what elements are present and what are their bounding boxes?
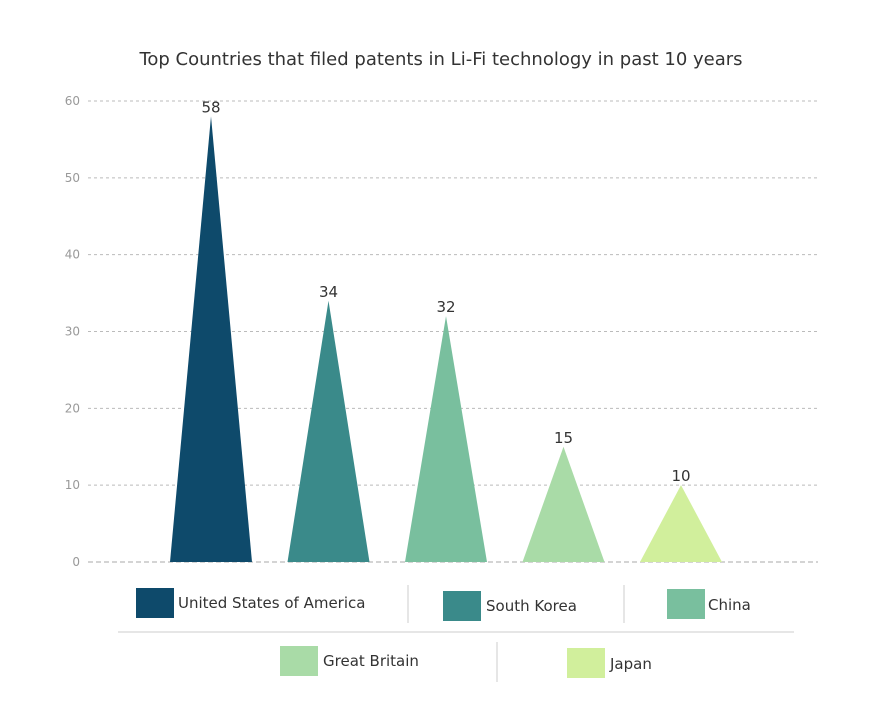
legend-item-south-korea: South Korea: [443, 591, 577, 621]
bar-japan: [640, 485, 722, 562]
legend-swatch: [443, 591, 481, 621]
y-tick-label: 50: [65, 171, 80, 185]
bar-united-states-of-america: [170, 116, 252, 562]
value-label: 15: [554, 429, 573, 447]
y-tick-label: 40: [65, 248, 80, 262]
legend: United States of America South Korea China…: [118, 585, 794, 682]
y-tick-label: 20: [65, 401, 80, 415]
legend-item-united-states-of-america: United States of America: [136, 588, 365, 618]
legend-label: Japan: [609, 655, 652, 673]
chart-title: Top Countries that filed patents in Li-F…: [138, 49, 742, 70]
legend-item-japan: Japan: [567, 648, 652, 678]
y-axis: 0 10 20 30 40 50 60: [65, 94, 80, 569]
y-tick-label: 60: [65, 94, 80, 108]
y-tick-label: 30: [65, 325, 80, 339]
y-tick-label: 10: [65, 478, 80, 492]
legend-item-great-britain: Great Britain: [280, 646, 419, 676]
y-tick-label: 0: [72, 555, 80, 569]
value-label: 58: [201, 98, 220, 116]
legend-label: China: [708, 596, 751, 614]
value-label: 10: [671, 467, 690, 485]
value-label: 34: [319, 283, 338, 301]
legend-swatch: [567, 648, 605, 678]
legend-swatch: [280, 646, 318, 676]
value-label: 32: [436, 298, 455, 316]
legend-swatch: [136, 588, 174, 618]
bars: [170, 116, 722, 562]
legend-item-china: China: [667, 589, 751, 619]
legend-label: South Korea: [486, 597, 577, 615]
legend-swatch: [667, 589, 705, 619]
value-labels: 58 34 32 15 10: [201, 98, 690, 485]
bar-south-korea: [287, 300, 370, 562]
bar-china: [405, 316, 487, 562]
legend-label: United States of America: [178, 594, 365, 612]
legend-label: Great Britain: [323, 652, 419, 670]
bar-great-britain: [522, 446, 605, 562]
